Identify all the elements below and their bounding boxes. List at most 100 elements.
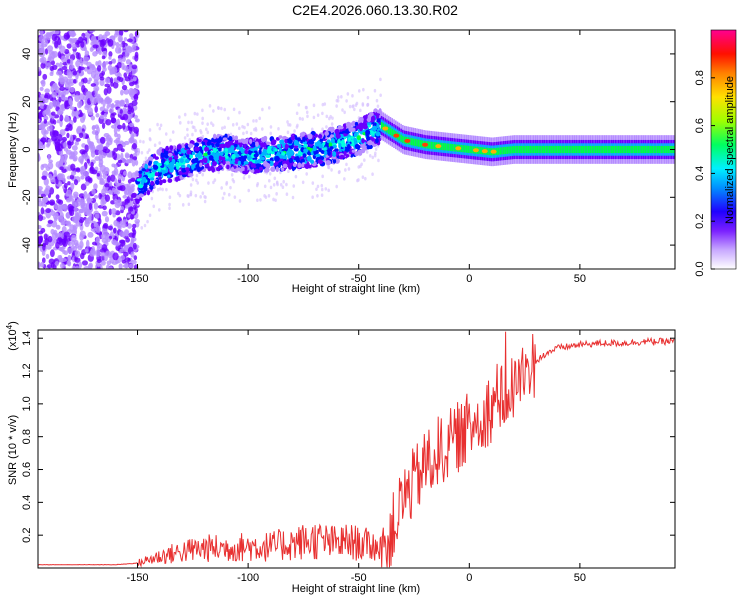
heatmap-ridge-cell bbox=[276, 143, 282, 149]
heatmap-noise-cell bbox=[75, 137, 81, 142]
heatmap-ridge-cell bbox=[345, 153, 350, 158]
heatmap-noise-cell bbox=[41, 175, 47, 180]
heatmap-noise-cell bbox=[88, 30, 96, 33]
heatmap-noise-cell bbox=[51, 33, 58, 42]
heatmap-faint-cell bbox=[305, 172, 309, 176]
heatmap-ridge-cell bbox=[287, 164, 293, 170]
heatmap-faint-cell bbox=[343, 110, 346, 115]
heatmap-ridge-cell bbox=[185, 154, 190, 159]
heatmap-noise-cell bbox=[81, 85, 86, 93]
heatmap-ridge-cell bbox=[301, 163, 305, 168]
snr-ytick-label: 1.0 bbox=[21, 396, 33, 411]
heatmap-band-cell bbox=[648, 145, 650, 154]
heatmap-ridge-cell bbox=[207, 166, 212, 172]
heatmap-band-cell bbox=[582, 145, 585, 154]
heatmap-noise-cell bbox=[63, 32, 70, 40]
heatmap-noise-cell bbox=[48, 31, 53, 37]
heatmap-noise-cell bbox=[125, 153, 132, 158]
heatmap-hot-cell bbox=[490, 149, 497, 154]
heatmap-faint-cell bbox=[187, 194, 190, 199]
heatmap-noise-cell bbox=[117, 159, 123, 164]
heatmap-noise-cell bbox=[104, 183, 110, 188]
heatmap-faint-cell bbox=[347, 167, 351, 171]
heatmap-faint-cell bbox=[316, 184, 320, 189]
heatmap-ridge-cell bbox=[247, 150, 252, 155]
heatmap-faint-cell bbox=[277, 126, 280, 131]
heatmap-ridge-cell bbox=[306, 161, 310, 167]
heatmap-noise-cell bbox=[78, 100, 83, 108]
heatmap-band-cell bbox=[637, 145, 639, 154]
heatmap-noise-cell bbox=[53, 119, 57, 125]
heatmap-band-cell bbox=[591, 145, 593, 154]
heatmap-faint-cell bbox=[316, 194, 319, 198]
heatmap-noise-cell bbox=[56, 110, 64, 116]
heatmap-noise-cell bbox=[121, 62, 125, 70]
heatmap-ridge-cell bbox=[262, 160, 268, 167]
heatmap-ridge-cell bbox=[318, 143, 323, 149]
heatmap-band-cell bbox=[517, 145, 519, 154]
heatmap-ridge-cell bbox=[207, 139, 212, 144]
heatmap-noise-cell bbox=[96, 243, 103, 249]
heatmap-band-cell bbox=[488, 148, 491, 156]
heatmap-faint-cell bbox=[187, 202, 191, 207]
heatmap-faint-cell bbox=[158, 141, 161, 145]
heatmap-faint-cell bbox=[199, 130, 203, 135]
heatmap-ridge-cell bbox=[346, 143, 351, 150]
heatmap-noise-cell bbox=[110, 117, 117, 124]
heatmap-ridge-cell bbox=[271, 139, 277, 144]
heatmap-ridge-cell bbox=[218, 138, 223, 143]
heatmap-ridge-cell bbox=[140, 179, 145, 185]
heatmap-ridge-cell bbox=[224, 148, 228, 152]
heatmap-noise-cell bbox=[43, 104, 47, 110]
heatmap-ridge-cell bbox=[286, 151, 291, 156]
heatmap-ridge-cell bbox=[260, 136, 267, 143]
heatmap-faint-cell bbox=[171, 130, 175, 134]
heatmap-faint-cell bbox=[178, 115, 181, 119]
heatmap-noise-cell bbox=[95, 61, 99, 66]
heatmap-noise-cell bbox=[89, 250, 96, 257]
heatmap-noise-cell bbox=[49, 124, 53, 132]
heatmap-ridge-cell bbox=[165, 160, 169, 166]
heatmap-band-cell bbox=[587, 145, 590, 154]
heatmap-band-cell bbox=[534, 145, 537, 154]
heatmap-band-cell bbox=[614, 145, 616, 154]
colorbar-gradient bbox=[710, 29, 737, 270]
heatmap-faint-cell bbox=[213, 178, 217, 182]
heatmap-noise-cell bbox=[129, 81, 135, 87]
heatmap-band-cell bbox=[623, 145, 625, 154]
heatmap-band-cell bbox=[632, 145, 634, 154]
heatmap-faint-cell bbox=[306, 114, 309, 119]
heatmap-ridge-cell bbox=[233, 143, 238, 148]
heatmap-noise-cell bbox=[113, 132, 119, 138]
heatmap-noise-cell bbox=[62, 61, 68, 66]
heatmap-noise-cell bbox=[119, 109, 123, 114]
heatmap-noise-cell bbox=[41, 163, 49, 168]
heatmap-hot-cell bbox=[393, 133, 400, 138]
heatmap-band-cell bbox=[524, 145, 526, 154]
heatmap-band-cell bbox=[478, 146, 480, 155]
spectrogram-xtick-label: -150 bbox=[127, 273, 149, 285]
heatmap-noise-cell bbox=[53, 169, 57, 176]
heatmap-ridge-cell bbox=[358, 116, 364, 122]
heatmap-noise-cell bbox=[95, 236, 100, 244]
heatmap-band-cell bbox=[625, 145, 627, 154]
heatmap-faint-cell bbox=[379, 77, 382, 82]
heatmap-faint-cell bbox=[355, 101, 359, 106]
heatmap-noise-cell bbox=[112, 227, 117, 234]
heatmap-noise-cell bbox=[117, 133, 121, 140]
heatmap-faint-cell bbox=[268, 171, 272, 176]
heatmap-noise-cell bbox=[67, 181, 71, 186]
heatmap-noise-cell bbox=[122, 170, 127, 176]
heatmap-hot-cell bbox=[404, 138, 411, 143]
heatmap-ridge-cell bbox=[230, 166, 235, 172]
heatmap-noise-cell bbox=[66, 43, 72, 49]
heatmap-noise-cell bbox=[94, 194, 99, 199]
heatmap-ridge-cell bbox=[194, 153, 199, 158]
heatmap-ridge-cell bbox=[174, 176, 179, 182]
heatmap-ridge-cell bbox=[298, 143, 302, 149]
heatmap-band-cell bbox=[577, 145, 579, 154]
heatmap-ridge-cell bbox=[341, 142, 346, 148]
heatmap-noise-cell bbox=[133, 93, 139, 102]
heatmap-noise-cell bbox=[58, 173, 65, 181]
heatmap-noise-cell bbox=[96, 258, 102, 264]
